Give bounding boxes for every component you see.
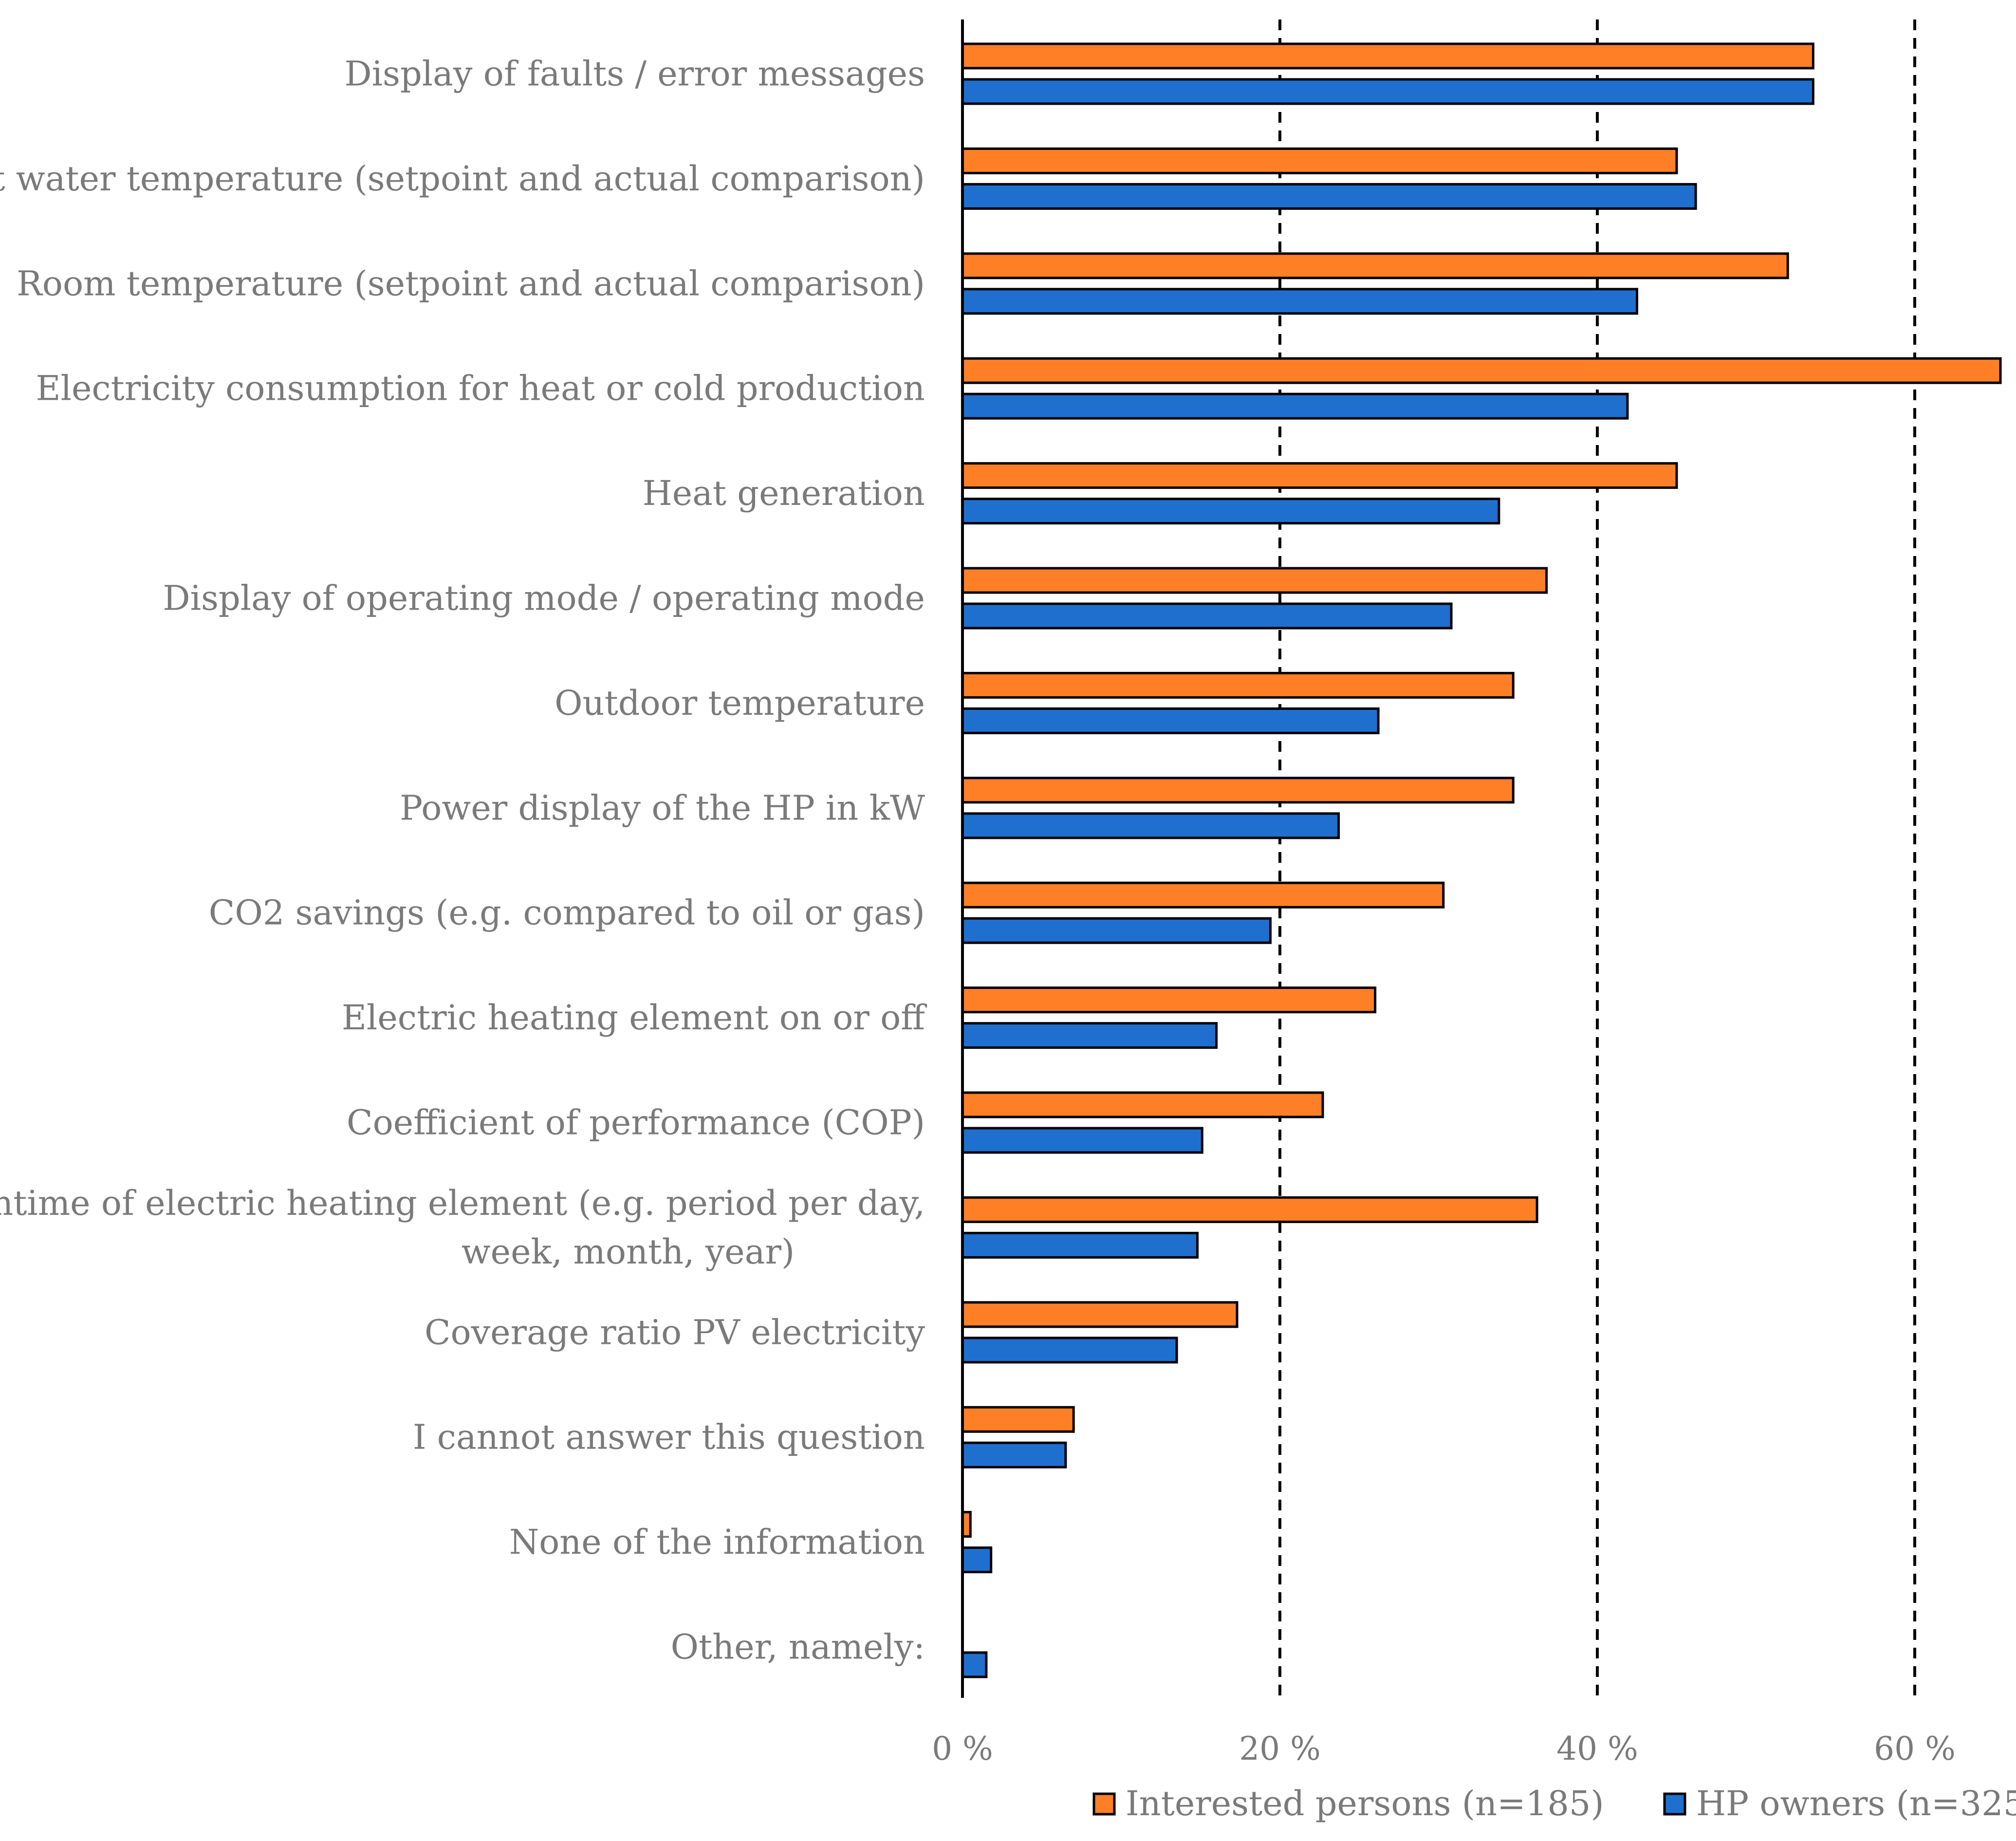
- x-tick-label: 60 %: [1874, 1730, 1956, 1767]
- bar-interested-9: [961, 986, 1377, 1014]
- bar-hp-owners-9: [961, 1022, 1218, 1049]
- category-labels: Display of faults / error messages Hot wa…: [0, 54, 927, 1667]
- category-label: Outdoor temperature: [555, 683, 925, 723]
- category-label: Coefficient of performance (COP): [347, 1103, 925, 1143]
- bar-hp-owners-1: [961, 183, 1697, 210]
- bar-interested-3: [961, 357, 2002, 384]
- category-label: Power display of the HP in kW: [400, 788, 925, 828]
- category-label: Display of faults / error messages: [345, 54, 925, 94]
- x-tick-label: 20 %: [1239, 1730, 1321, 1767]
- category-label: Room temperature (setpoint and actual co…: [17, 263, 925, 303]
- bar-hp-owners-2: [961, 288, 1638, 315]
- bar-interested-6: [961, 671, 1515, 699]
- legend-swatch-hp-owners: [1663, 1792, 1686, 1816]
- bar-interested-10: [961, 1091, 1324, 1118]
- category-label: Heat generation: [643, 473, 925, 513]
- category-label: I cannot answer this question: [413, 1417, 925, 1457]
- category-label: Electricity consumption for heat or cold…: [36, 369, 925, 409]
- category-label: Electric heating element on or off: [342, 998, 927, 1038]
- bar-hp-owners-5: [961, 602, 1453, 630]
- legend-label-interested: Interested persons (n=185): [1126, 1784, 1604, 1823]
- legend-label-hp-owners: HP owners (n=325): [1696, 1784, 2016, 1823]
- bar-hp-owners-13: [961, 1441, 1067, 1469]
- bar-hp-owners-3: [961, 392, 1629, 420]
- category-label: Coverage ratio PV electricity: [425, 1312, 925, 1352]
- category-label: Runtime of electric heating element (e.g…: [0, 1183, 925, 1223]
- bar-hp-owners-7: [961, 812, 1340, 839]
- bar-hp-owners-6: [961, 707, 1380, 734]
- category-label: Display of operating mode / operating mo…: [163, 578, 925, 618]
- category-label: None of the information: [509, 1522, 925, 1562]
- bar-interested-13: [961, 1406, 1075, 1433]
- bar-interested-11: [961, 1196, 1538, 1223]
- bar-interested-1: [961, 147, 1678, 174]
- x-tick-label: 40 %: [1556, 1730, 1638, 1767]
- bar-hp-owners-4: [961, 498, 1500, 525]
- bar-interested-4: [961, 462, 1678, 489]
- bar-hp-owners-15: [961, 1651, 988, 1678]
- bar-hp-owners-11: [961, 1231, 1199, 1259]
- category-label: CO2 savings (e.g. compared to oil or gas…: [209, 893, 925, 933]
- bar-interested-7: [961, 777, 1515, 804]
- bar-interested-5: [961, 567, 1548, 594]
- legend-swatch-interested: [1092, 1792, 1116, 1816]
- bar-interested-8: [961, 881, 1445, 909]
- bar-hp-owners-12: [961, 1337, 1178, 1364]
- bar-interested-0: [961, 42, 1814, 70]
- bar-interested-12: [961, 1301, 1239, 1328]
- bar-hp-owners-14: [961, 1546, 993, 1574]
- bar-hp-owners-0: [961, 78, 1814, 105]
- category-label: Hot water temperature (setpoint and actu…: [0, 159, 925, 199]
- x-tick-label: 0 %: [932, 1730, 993, 1767]
- x-tick-labels: 0 % 20 % 40 % 60 %: [932, 1730, 1956, 1767]
- legend: Interested persons (n=185) HP owners (n=3…: [1092, 1784, 2016, 1823]
- category-label: Other, namely:: [671, 1627, 925, 1667]
- bar-hp-owners-8: [961, 917, 1272, 944]
- bar-interested-2: [961, 252, 1789, 279]
- category-label: week, month, year): [462, 1232, 795, 1272]
- bars: [961, 42, 2002, 1678]
- bar-hp-owners-10: [961, 1127, 1203, 1154]
